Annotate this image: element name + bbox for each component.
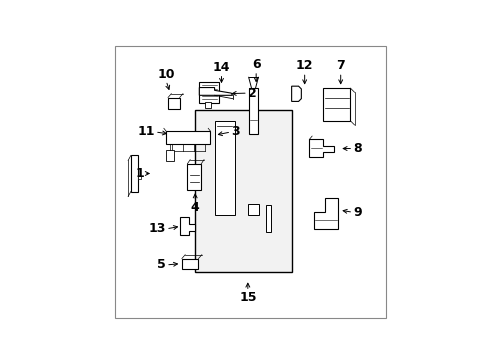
Bar: [199, 82, 219, 103]
Bar: [248, 89, 258, 134]
Text: 14: 14: [212, 61, 230, 74]
Circle shape: [182, 227, 187, 232]
Text: 12: 12: [295, 59, 313, 72]
Text: 3: 3: [231, 125, 239, 138]
Bar: [265, 205, 271, 232]
Bar: [138, 176, 141, 179]
Bar: [204, 102, 210, 108]
Text: 8: 8: [352, 142, 361, 155]
Text: 10: 10: [157, 68, 174, 81]
Polygon shape: [199, 87, 232, 95]
Bar: [168, 98, 179, 109]
Text: 11: 11: [137, 125, 155, 138]
Text: 7: 7: [336, 59, 345, 72]
Text: 5: 5: [157, 258, 166, 271]
Bar: [323, 88, 350, 121]
Circle shape: [327, 206, 334, 212]
Polygon shape: [309, 139, 334, 157]
Polygon shape: [313, 198, 338, 229]
Bar: [247, 204, 259, 215]
Text: 4: 4: [190, 201, 199, 214]
Polygon shape: [180, 217, 194, 235]
Circle shape: [292, 93, 298, 99]
Bar: [131, 156, 138, 192]
Bar: [166, 150, 173, 161]
Bar: [187, 164, 201, 190]
Text: 13: 13: [148, 222, 166, 235]
Text: 9: 9: [352, 206, 361, 219]
Text: 2: 2: [247, 87, 256, 100]
Text: 15: 15: [239, 291, 256, 304]
Polygon shape: [194, 110, 291, 272]
Text: 1: 1: [135, 167, 143, 180]
Bar: [182, 258, 198, 269]
Text: 6: 6: [251, 58, 260, 71]
Polygon shape: [291, 86, 301, 102]
Bar: [214, 121, 234, 215]
Bar: [166, 131, 210, 144]
